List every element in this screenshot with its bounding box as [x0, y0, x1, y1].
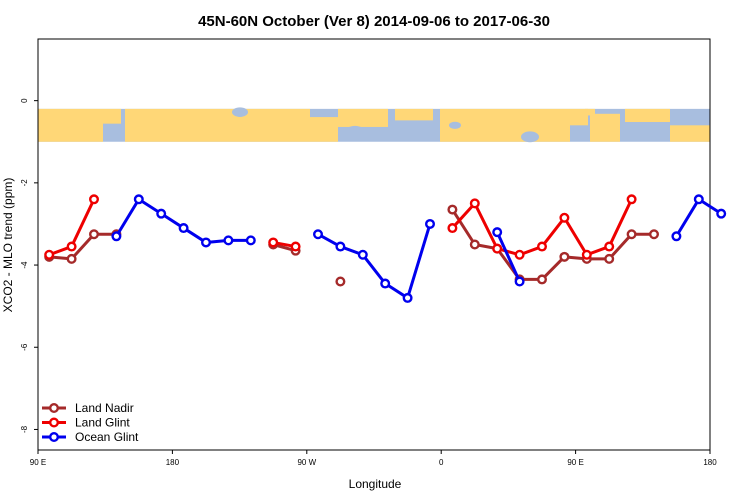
- data-point: [111, 231, 122, 242]
- map-water-feature: [449, 121, 461, 129]
- y-tick-label: -6: [20, 343, 29, 351]
- data-point: [693, 194, 704, 205]
- map-land: [310, 117, 338, 142]
- data-point: [335, 276, 346, 287]
- data-point: [133, 194, 144, 205]
- data-point: [537, 241, 548, 252]
- map-land: [585, 108, 595, 116]
- data-point: [469, 239, 480, 250]
- map-water-feature: [678, 111, 692, 120]
- data-point: [716, 208, 727, 219]
- map-water-feature: [521, 131, 539, 143]
- map-land: [38, 108, 103, 142]
- data-point: [178, 223, 189, 234]
- x-tick-label: 90 E: [567, 458, 583, 467]
- map-water-feature: [106, 129, 118, 138]
- chart-title: 45N-60N October (Ver 8) 2014-09-06 to 20…: [198, 13, 550, 30]
- map-land: [440, 108, 570, 142]
- series-line: [675, 197, 723, 238]
- legend-label: Land Nadir: [75, 401, 134, 415]
- data-point: [649, 229, 660, 240]
- x-tick-label: 180: [166, 458, 180, 467]
- data-point: [290, 241, 301, 252]
- data-point: [604, 241, 615, 252]
- y-tick-label: -8: [20, 425, 29, 433]
- map-water-feature: [232, 107, 248, 117]
- series-ocean-glint: [111, 194, 727, 303]
- map-land: [570, 108, 588, 126]
- legend-marker: [49, 432, 60, 443]
- data-point: [537, 274, 548, 285]
- x-axis-title: Longitude: [349, 477, 402, 491]
- series-land-glint: [44, 194, 637, 260]
- data-point: [66, 253, 77, 264]
- data-point: [469, 198, 480, 209]
- data-point: [245, 235, 256, 246]
- data-point: [200, 237, 211, 248]
- data-point: [88, 194, 99, 205]
- map-land: [670, 125, 710, 142]
- data-point: [626, 194, 637, 205]
- y-tick-label: -2: [20, 179, 29, 187]
- data-point: [223, 235, 234, 246]
- map-band: [38, 107, 710, 143]
- legend-label: Land Glint: [75, 416, 130, 430]
- data-point: [581, 249, 592, 260]
- data-point: [425, 218, 436, 229]
- data-point: [156, 208, 167, 219]
- y-tick-label: -4: [20, 261, 29, 269]
- map-land: [625, 108, 670, 123]
- x-tick-label: 90 W: [297, 458, 316, 467]
- data-point: [514, 276, 525, 287]
- data-point: [402, 292, 413, 303]
- data-point: [357, 249, 368, 260]
- data-point: [313, 229, 324, 240]
- map-land: [103, 108, 121, 124]
- series-line: [495, 231, 521, 283]
- x-tick-label: 0: [439, 458, 444, 467]
- map-land: [125, 108, 310, 142]
- y-axis: 0 -2 -4 -6 -8: [20, 98, 38, 433]
- data-point: [514, 249, 525, 260]
- legend-marker: [49, 417, 60, 428]
- data-point: [447, 223, 458, 234]
- data-point: [492, 227, 503, 238]
- data-point: [66, 241, 77, 252]
- data-point: [380, 278, 391, 289]
- map-land: [590, 113, 620, 142]
- series-line: [49, 232, 117, 261]
- map-land: [338, 108, 388, 127]
- data-point: [447, 204, 458, 215]
- data-point: [335, 241, 346, 252]
- map-water-feature: [345, 125, 365, 138]
- data-point: [492, 243, 503, 254]
- x-axis: 90 E 180 90 W 0 90 E 180: [30, 450, 717, 467]
- data-point: [559, 212, 570, 223]
- data-point: [559, 251, 570, 262]
- legend-label: Ocean Glint: [75, 430, 139, 444]
- series-line: [317, 223, 432, 300]
- series-layer: [44, 194, 727, 303]
- x-tick-label: 180: [703, 458, 717, 467]
- data-point: [671, 231, 682, 242]
- plot-frame: [37, 38, 711, 451]
- series-line: [451, 208, 654, 281]
- legend-marker: [49, 403, 60, 414]
- data-point: [626, 229, 637, 240]
- y-tick-label: 0: [20, 98, 29, 103]
- data-point: [268, 237, 279, 248]
- data-point: [44, 249, 55, 260]
- map-land: [395, 108, 433, 121]
- data-point: [88, 229, 99, 240]
- y-axis-title: XCO2 - MLO trend (ppm): [1, 178, 15, 313]
- data-point: [604, 253, 615, 264]
- x-tick-label: 90 E: [30, 458, 46, 467]
